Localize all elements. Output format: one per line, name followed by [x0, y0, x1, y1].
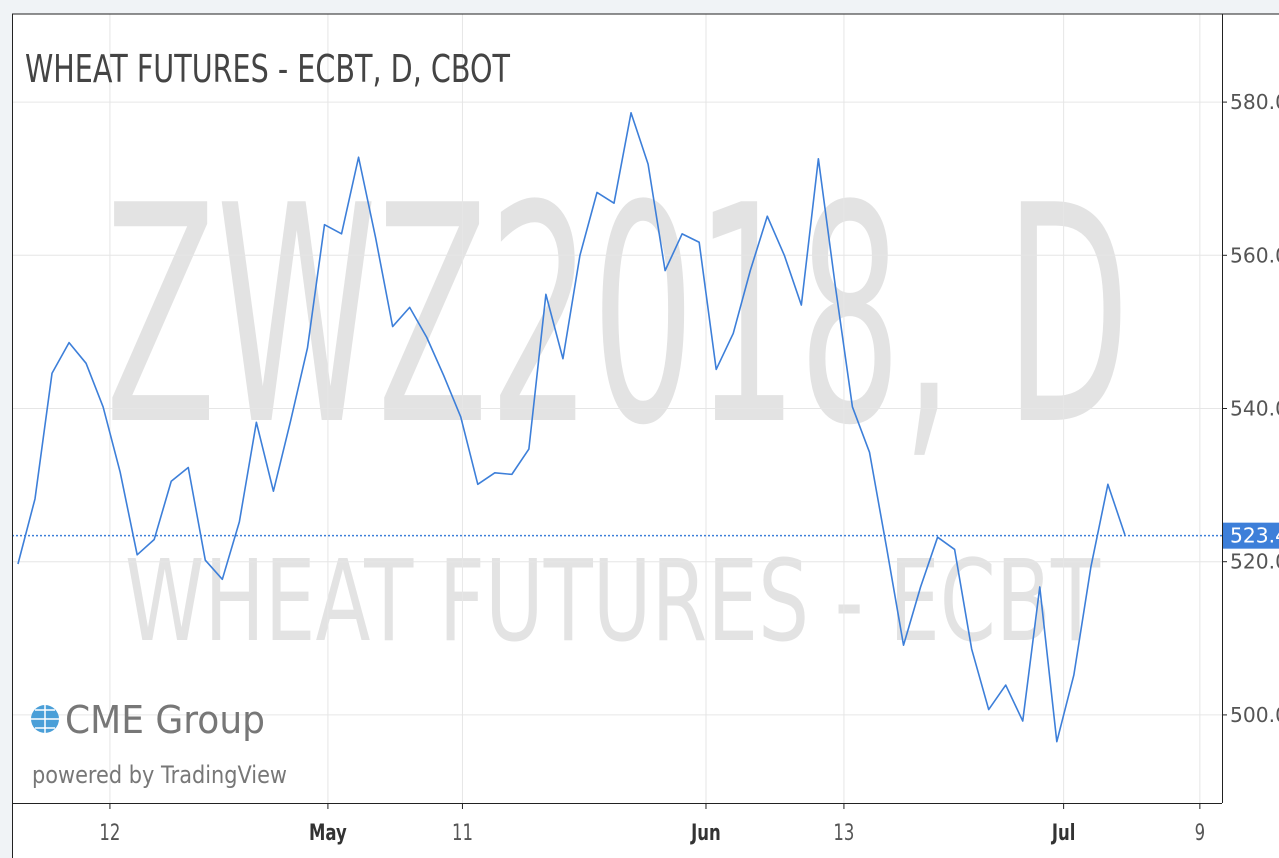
- grid: [12, 14, 1222, 803]
- watermark: ZWZ2018, D: [105, 142, 1130, 491]
- x-tick-label: Jun: [689, 820, 720, 846]
- x-tick-label: 9: [1195, 820, 1206, 846]
- logo: CME Group powered by TradingView: [31, 698, 287, 789]
- y-tick-label: 500.0: [1230, 703, 1279, 727]
- last-price-box: [1223, 522, 1279, 549]
- last-price-label: 523.4: [1230, 524, 1279, 548]
- watermark-subtitle: WHEAT FUTURES - ECBT: [125, 537, 1100, 667]
- logo-text: CME Group: [65, 698, 265, 742]
- chart-title: WHEAT FUTURES - ECBT, D, CBOT: [25, 47, 511, 91]
- y-tick-label: 520.0: [1230, 550, 1279, 574]
- x-tick-label: 12: [99, 820, 120, 846]
- logo-caption: powered by TradingView: [32, 761, 287, 789]
- x-tick-label: 13: [833, 820, 854, 846]
- y-tick-label: 560.0: [1230, 243, 1279, 267]
- y-tick-label: 580.0: [1230, 90, 1279, 114]
- x-tick-label: Jul: [1050, 820, 1075, 846]
- x-tick-label: 11: [452, 820, 473, 846]
- logo-globe-lines: [31, 705, 59, 733]
- x-tick-label: May: [309, 820, 347, 846]
- y-tick-label: 540.0: [1230, 397, 1279, 421]
- price-line: [17, 112, 1126, 743]
- plot: [12, 112, 1222, 743]
